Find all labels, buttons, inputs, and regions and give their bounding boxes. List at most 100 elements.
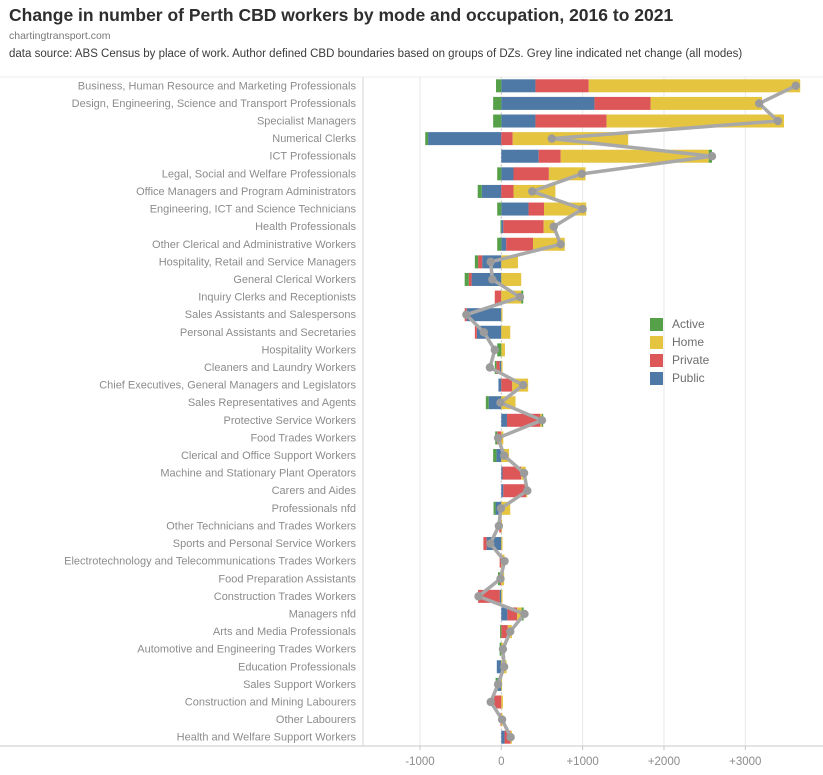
category-label: Design, Engineering, Science and Transpo… xyxy=(72,98,357,110)
net-change-dot xyxy=(493,680,503,689)
category-label: Hospitality, Retail and Service Managers xyxy=(159,256,357,268)
legend-swatch-private xyxy=(650,353,663,367)
category-label: Engineering, ICT and Science Technicians xyxy=(150,204,357,216)
legend-swatch-public xyxy=(650,371,663,385)
legend-item-private[interactable]: Private xyxy=(650,351,709,369)
bar-segment-private xyxy=(507,607,518,621)
category-label: Numerical Clerks xyxy=(272,133,356,145)
net-change-dot xyxy=(754,99,764,108)
legend-swatch-home xyxy=(650,335,663,349)
bar-segment-public xyxy=(501,96,595,110)
bar-segment-active xyxy=(500,625,502,639)
net-change-dot xyxy=(494,521,504,531)
bar-segment-private xyxy=(594,96,651,110)
category-label: Food Trades Workers xyxy=(250,432,356,444)
category-label: Sports and Personal Service Workers xyxy=(173,538,357,550)
legend-label: Public xyxy=(672,371,705,385)
net-change-dot xyxy=(479,328,488,337)
category-label: Professionals nfd xyxy=(272,503,356,515)
net-change-dot xyxy=(486,539,495,548)
net-change-dot xyxy=(519,468,529,478)
bar-segment-public xyxy=(481,184,502,198)
category-label: Health and Welfare Support Workers xyxy=(177,732,357,744)
bar-segment-public xyxy=(501,167,514,181)
bar-segment-public xyxy=(499,589,502,603)
net-change-dot xyxy=(499,662,509,671)
category-label: Education Professionals xyxy=(238,661,357,673)
bar-segment-public xyxy=(499,360,502,374)
net-change-dot xyxy=(497,715,507,724)
net-change-dot xyxy=(474,592,483,601)
bar-segment-active xyxy=(474,255,479,269)
chart-site-credit: chartingtransport.com xyxy=(9,29,111,42)
bar-segment-private xyxy=(503,220,544,234)
bar-segment-home xyxy=(501,589,503,603)
bar-segment-home xyxy=(501,360,503,374)
net-change-dot xyxy=(498,644,508,654)
bar-segment-private xyxy=(483,537,487,551)
net-change-dot xyxy=(506,627,515,636)
legend-label: Private xyxy=(672,353,710,367)
net-change-dot xyxy=(520,609,529,619)
category-label: Chief Executives, General Managers and L… xyxy=(99,380,356,392)
net-change-dot xyxy=(486,697,495,707)
legend-item-home[interactable]: Home xyxy=(650,333,709,351)
bar-segment-public xyxy=(501,149,539,163)
bar-segment-active xyxy=(494,360,497,374)
bar-segment-private xyxy=(535,114,607,128)
bar-segment-private xyxy=(506,237,534,251)
bar-segment-private xyxy=(538,149,561,163)
chart-data-source-note: data source: ABS Census by place of work… xyxy=(9,47,743,60)
legend-item-active[interactable]: Active xyxy=(650,315,709,333)
bar-segment-active xyxy=(477,184,482,198)
bar-segment-private xyxy=(501,378,513,392)
category-label: Cleaners and Laundry Workers xyxy=(204,362,357,374)
bar-segment-public xyxy=(501,79,536,93)
bar-segment-home xyxy=(501,343,505,357)
net-change-dot xyxy=(486,257,495,267)
category-label: Sales Assistants and Salespersons xyxy=(185,309,357,321)
bar-segment-active xyxy=(493,449,497,463)
net-change-dot xyxy=(515,292,525,302)
bar-segment-private xyxy=(494,290,502,304)
bar-segment-active xyxy=(495,79,502,93)
bar-segment-active xyxy=(493,96,502,110)
bar-segment-active xyxy=(497,343,502,357)
category-label: Business, Human Resource and Marketing P… xyxy=(78,80,357,92)
net-change-dot xyxy=(791,81,800,91)
category-label: Sales Representatives and Agents xyxy=(188,397,357,409)
bar-segment-private xyxy=(493,695,502,709)
bar-segment-active xyxy=(497,202,502,216)
net-change-dot xyxy=(493,433,503,443)
legend-label: Home xyxy=(672,335,705,349)
bar-segment-public xyxy=(501,237,507,251)
category-label: Food Preparation Assistants xyxy=(218,573,356,585)
bar-segment-home xyxy=(501,695,503,709)
net-change-dot xyxy=(537,416,547,425)
chart-header: Change in number of Perth CBD workers by… xyxy=(9,5,819,60)
net-change-dot xyxy=(506,732,515,742)
legend-label: Active xyxy=(672,317,705,331)
category-label: Sales Support Workers xyxy=(243,679,356,691)
net-change-dot xyxy=(496,574,505,583)
bar-segment-public xyxy=(498,378,502,392)
legend-swatch-active xyxy=(650,317,663,331)
legend-item-public[interactable]: Public xyxy=(650,369,709,387)
bar-segment-active xyxy=(493,114,502,128)
bar-segment-public xyxy=(428,132,502,146)
net-change-dot xyxy=(496,504,506,513)
category-label: Construction Trades Workers xyxy=(214,591,357,603)
bar-segment-active xyxy=(500,220,502,234)
bar-segment-public xyxy=(496,660,502,674)
category-label: General Clerical Workers xyxy=(233,274,356,286)
bar-segment-private xyxy=(474,325,477,339)
category-label: ICT Professionals xyxy=(269,151,356,163)
bar-segment-private xyxy=(513,167,549,181)
net-change-dot xyxy=(499,451,509,460)
bar-segment-home xyxy=(543,220,555,234)
category-label: Health Professionals xyxy=(255,221,356,233)
net-change-dot xyxy=(773,116,783,126)
bar-segment-private xyxy=(501,132,513,146)
bar-segment-home xyxy=(501,501,511,515)
net-change-dot xyxy=(490,345,499,355)
